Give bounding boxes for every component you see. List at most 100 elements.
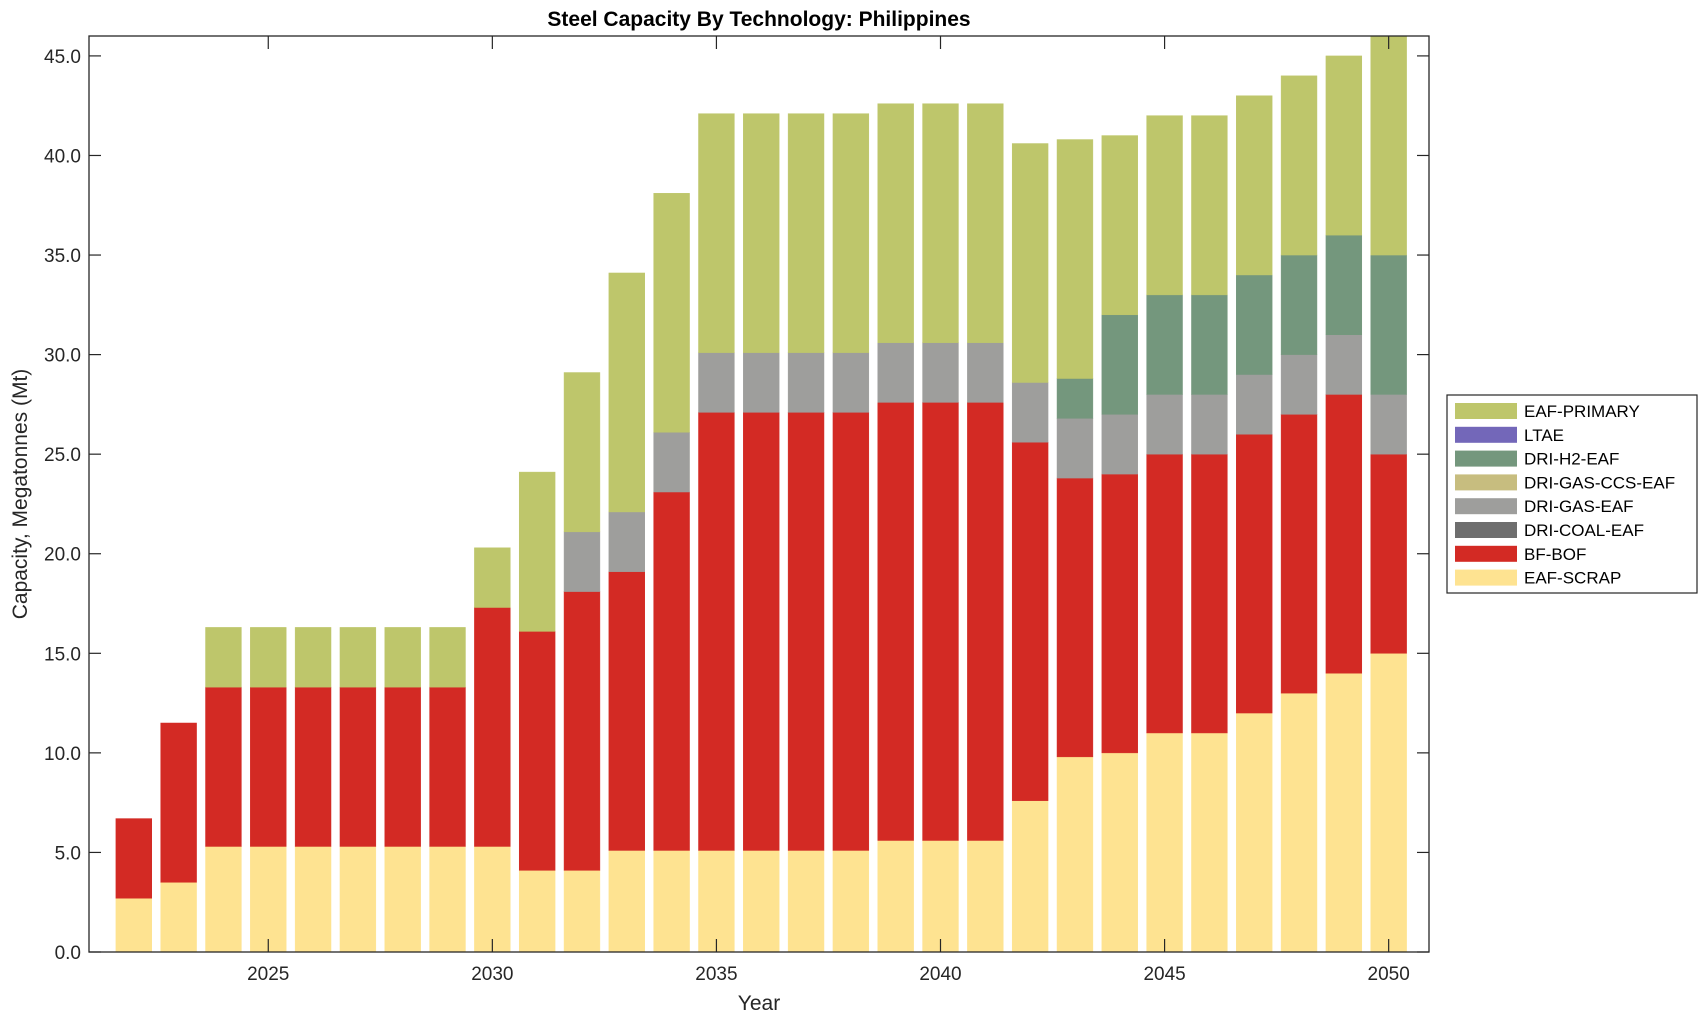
legend-label-dri-gas-ccs-eaf: DRI-GAS-CCS-EAF — [1524, 473, 1675, 492]
legend: EAF-PRIMARY LTAE DRI-H2-EAF DRI-GAS-CCS-EAF… — [1446, 394, 1698, 594]
bar-segment-dri-gas-eaf-2035 — [698, 352, 735, 413]
bar-segment-eaf-primary-2033 — [608, 272, 645, 513]
legend-swatch-bf-bof — [1455, 545, 1517, 562]
bar-segment-dri-gas-eaf-2045 — [1146, 394, 1183, 455]
legend-swatch-dri-h2-eaf — [1455, 450, 1517, 467]
y-tick-label: 30.0 — [44, 346, 81, 367]
bar-segment-eaf-scrap-2041 — [967, 840, 1004, 953]
bar-segment-eaf-primary-2025 — [250, 627, 287, 688]
bar-segment-bf-bof-2022 — [115, 818, 152, 899]
bar-segment-eaf-scrap-2029 — [429, 846, 466, 953]
bar-segment-bf-bof-2038 — [832, 412, 870, 851]
bar-segment-dri-gas-eaf-2033 — [608, 511, 645, 572]
y-tick-label: 25.0 — [44, 445, 81, 466]
y-tick-label: 5.0 — [55, 843, 81, 864]
legend-label-dri-coal-eaf: DRI-COAL-EAF — [1524, 521, 1644, 540]
bar-segment-eaf-primary-2030 — [474, 547, 511, 608]
y-tick-label: 40.0 — [44, 146, 81, 167]
bar-segment-bf-bof-2025 — [250, 686, 287, 847]
legend-label-bf-bof: BF-BOF — [1524, 545, 1586, 564]
bar-segment-bf-bof-2032 — [563, 591, 601, 871]
x-axis-label: Year — [738, 992, 780, 1015]
bar-segment-eaf-primary-2047 — [1236, 95, 1273, 276]
x-tick-label: 2050 — [1368, 964, 1410, 985]
bar-segment-bf-bof-2049 — [1325, 394, 1363, 674]
bar-segment-eaf-primary-2048 — [1280, 75, 1318, 256]
bar-segment-eaf-primary-2029 — [429, 627, 466, 688]
y-tick-label: 20.0 — [44, 545, 81, 566]
bar-segment-eaf-scrap-2040 — [922, 840, 959, 953]
legend-label-eaf-primary: EAF-PRIMARY — [1524, 402, 1640, 421]
bar-segment-eaf-primary-2026 — [294, 627, 332, 688]
bar-segment-bf-bof-2041 — [967, 402, 1004, 841]
bar-segment-eaf-scrap-2032 — [563, 870, 601, 953]
bar-segment-eaf-scrap-2031 — [518, 870, 556, 953]
legend-label-dri-gas-eaf: DRI-GAS-EAF — [1524, 497, 1634, 516]
bar-segment-eaf-scrap-2036 — [743, 850, 780, 953]
bar-segment-dri-gas-eaf-2038 — [832, 352, 870, 413]
bar-segment-bf-bof-2023 — [160, 722, 197, 883]
y-axis-label: Capacity, Megatonnes (Mt) — [9, 369, 32, 620]
bar-segment-dri-gas-eaf-2042 — [1011, 382, 1049, 443]
bars-group — [115, 35, 1407, 953]
bar-segment-bf-bof-2027 — [339, 686, 377, 847]
bar-segment-bf-bof-2039 — [877, 402, 914, 841]
legend-swatch-eaf-primary — [1455, 403, 1517, 419]
bar-segment-eaf-scrap-2043 — [1056, 756, 1094, 953]
legend-label-ltae: LTAE — [1524, 426, 1564, 445]
bar-segment-eaf-primary-2028 — [384, 627, 421, 688]
bar-segment-dri-h2-eaf-2047 — [1236, 274, 1273, 375]
legend-swatch-eaf-scrap — [1455, 569, 1517, 586]
bar-segment-dri-h2-eaf-2043 — [1056, 378, 1094, 419]
y-tick-label: 10.0 — [44, 744, 81, 765]
axes-frame — [88, 35, 1430, 953]
bar-segment-eaf-scrap-2038 — [832, 850, 870, 953]
bar-segment-dri-gas-eaf-2048 — [1280, 354, 1318, 415]
bar-segment-eaf-primary-2039 — [877, 103, 914, 343]
bar-segment-eaf-primary-2049 — [1325, 55, 1363, 236]
bar-segment-eaf-scrap-2045 — [1146, 732, 1183, 953]
bar-segment-eaf-primary-2050 — [1370, 35, 1407, 256]
bar-segment-dri-gas-eaf-2041 — [967, 342, 1004, 403]
bar-segment-bf-bof-2043 — [1056, 477, 1094, 758]
bar-segment-eaf-scrap-2039 — [877, 840, 914, 953]
bar-segment-bf-bof-2024 — [205, 686, 242, 847]
chart-title: Steel Capacity By Technology: Philippine… — [547, 8, 970, 31]
y-axis: 0.0 5.0 10.0 15.0 20.0 25.0 30.0 35.0 40.0 45.0 — [44, 47, 1429, 964]
bar-segment-dri-h2-eaf-2046 — [1191, 294, 1228, 395]
bar-segment-eaf-scrap-2042 — [1011, 800, 1049, 953]
x-axis: 2025 2030 2035 2040 2045 2050 — [247, 36, 1410, 985]
bar-segment-bf-bof-2037 — [787, 412, 825, 851]
bar-segment-eaf-primary-2037 — [787, 113, 825, 353]
bar-segment-eaf-primary-2034 — [653, 193, 690, 433]
bar-segment-dri-gas-eaf-2037 — [787, 352, 825, 413]
x-tick-label: 2025 — [247, 964, 289, 985]
bar-segment-dri-h2-eaf-2045 — [1146, 294, 1183, 395]
bar-segment-eaf-primary-2038 — [832, 113, 870, 353]
bar-segment-eaf-scrap-2035 — [698, 850, 735, 953]
bar-segment-eaf-scrap-2028 — [384, 846, 421, 953]
bar-segment-eaf-scrap-2047 — [1236, 712, 1273, 953]
x-tick-label: 2035 — [695, 964, 737, 985]
bar-segment-eaf-scrap-2030 — [474, 846, 511, 953]
bar-segment-eaf-scrap-2022 — [115, 897, 152, 953]
bar-segment-eaf-primary-2035 — [698, 113, 735, 353]
bar-segment-dri-gas-eaf-2034 — [653, 432, 690, 493]
bar-segment-bf-bof-2029 — [429, 686, 466, 847]
bar-segment-eaf-scrap-2033 — [608, 850, 645, 953]
bar-segment-eaf-scrap-2024 — [205, 846, 242, 953]
bar-segment-dri-gas-eaf-2046 — [1191, 394, 1228, 455]
y-tick-label: 15.0 — [44, 644, 81, 665]
bar-segment-bf-bof-2033 — [608, 571, 645, 851]
bar-segment-eaf-primary-2027 — [339, 627, 377, 688]
bar-segment-dri-h2-eaf-2050 — [1370, 254, 1407, 395]
bar-segment-eaf-scrap-2049 — [1325, 672, 1363, 953]
bar-segment-eaf-primary-2045 — [1146, 115, 1183, 296]
y-tick-label: 0.0 — [55, 943, 81, 964]
bar-segment-bf-bof-2028 — [384, 686, 421, 847]
y-tick-label: 45.0 — [44, 47, 81, 68]
bar-segment-bf-bof-2045 — [1146, 453, 1183, 734]
bar-segment-eaf-primary-2041 — [967, 103, 1004, 343]
bar-segment-eaf-primary-2040 — [922, 103, 959, 343]
bar-segment-dri-h2-eaf-2044 — [1101, 314, 1138, 415]
